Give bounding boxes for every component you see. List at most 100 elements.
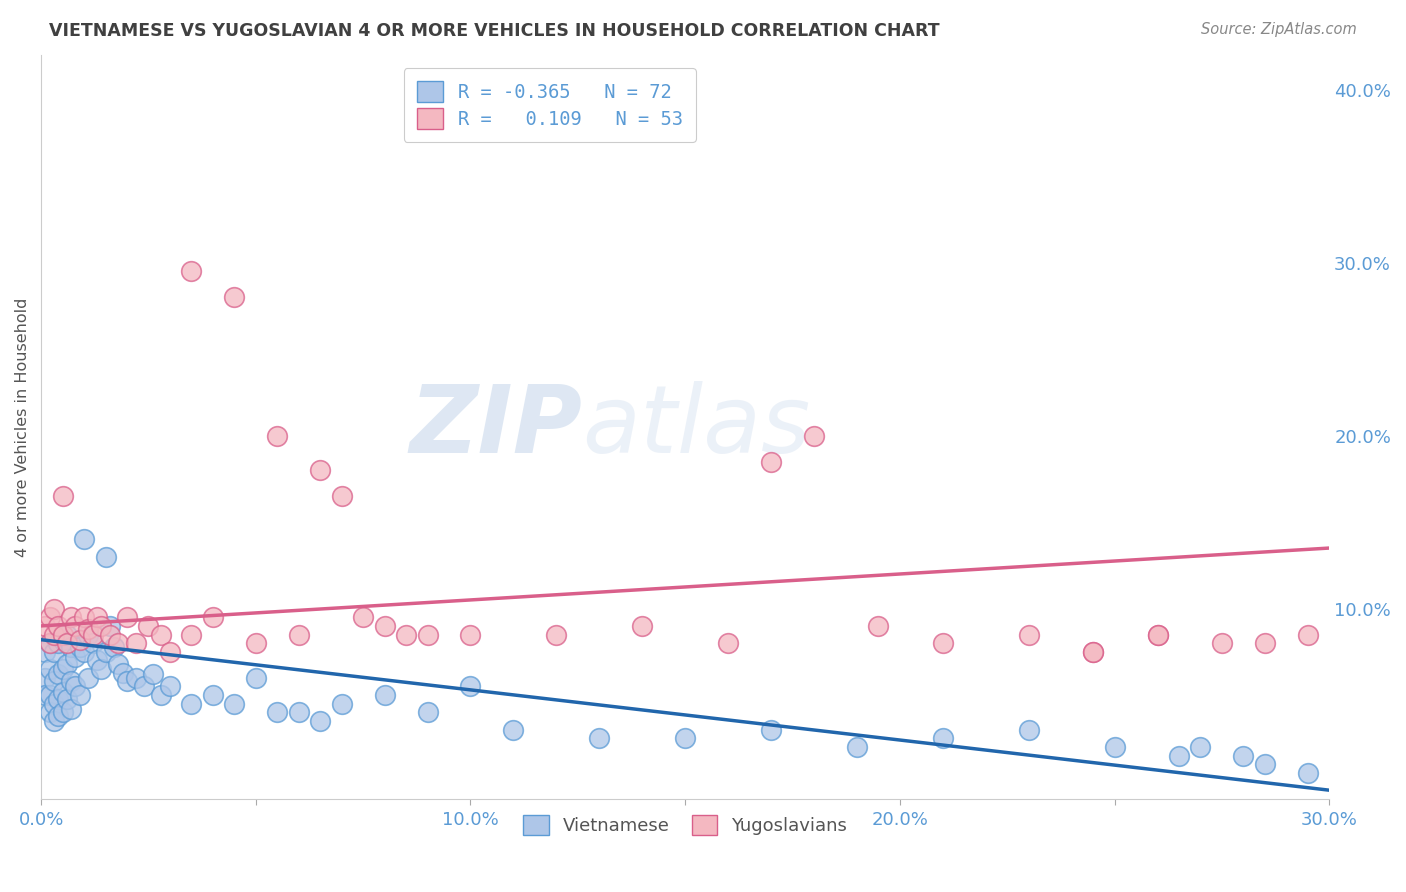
- Point: [1081, 645, 1104, 659]
- Point: [309, 463, 332, 477]
- Point: [159, 680, 181, 694]
- Point: [1146, 627, 1168, 641]
- Point: [52, 684, 75, 698]
- Text: Source: ZipAtlas.com: Source: ZipAtlas.com: [1201, 22, 1357, 37]
- Point: [82, 627, 104, 641]
- Point: [86, 610, 108, 624]
- Point: [52, 632, 75, 647]
- Point: [38, 610, 60, 624]
- Point: [416, 627, 439, 641]
- Point: [1296, 627, 1319, 641]
- Point: [65, 619, 87, 633]
- Point: [330, 697, 353, 711]
- Point: [73, 533, 96, 547]
- Point: [65, 680, 87, 694]
- Point: [673, 731, 696, 746]
- Point: [1168, 748, 1191, 763]
- Point: [416, 706, 439, 720]
- Point: [502, 723, 524, 737]
- Point: [42, 645, 65, 659]
- Point: [52, 662, 75, 676]
- Point: [69, 640, 91, 654]
- Point: [631, 619, 654, 633]
- Point: [266, 706, 288, 720]
- Point: [34, 619, 56, 633]
- Point: [759, 454, 782, 468]
- Point: [150, 627, 173, 641]
- Point: [932, 731, 955, 746]
- Point: [138, 619, 160, 633]
- Point: [42, 714, 65, 728]
- Point: [60, 610, 83, 624]
- Point: [98, 627, 121, 641]
- Point: [107, 636, 129, 650]
- Point: [38, 662, 60, 676]
- Point: [159, 645, 181, 659]
- Point: [352, 610, 374, 624]
- Point: [142, 667, 165, 681]
- Point: [94, 549, 117, 564]
- Point: [245, 636, 267, 650]
- Point: [115, 674, 138, 689]
- Point: [374, 619, 396, 633]
- Text: atlas: atlas: [582, 382, 810, 473]
- Point: [60, 702, 83, 716]
- Point: [588, 731, 610, 746]
- Point: [1211, 636, 1233, 650]
- Point: [150, 688, 173, 702]
- Point: [73, 645, 96, 659]
- Point: [46, 636, 69, 650]
- Point: [38, 688, 60, 702]
- Point: [90, 619, 112, 633]
- Point: [1018, 627, 1040, 641]
- Point: [266, 428, 288, 442]
- Point: [287, 706, 309, 720]
- Point: [56, 657, 79, 671]
- Point: [46, 619, 69, 633]
- Point: [82, 636, 104, 650]
- Point: [134, 680, 156, 694]
- Point: [86, 653, 108, 667]
- Point: [180, 697, 202, 711]
- Point: [460, 680, 482, 694]
- Legend: Vietnamese, Yugoslavians: Vietnamese, Yugoslavians: [512, 804, 858, 846]
- Point: [34, 688, 56, 702]
- Point: [115, 610, 138, 624]
- Point: [717, 636, 740, 650]
- Point: [224, 697, 246, 711]
- Point: [69, 632, 91, 647]
- Point: [107, 657, 129, 671]
- Point: [38, 636, 60, 650]
- Point: [34, 645, 56, 659]
- Point: [932, 636, 955, 650]
- Point: [56, 691, 79, 706]
- Point: [52, 489, 75, 503]
- Point: [77, 627, 100, 641]
- Point: [1254, 757, 1277, 772]
- Point: [1018, 723, 1040, 737]
- Point: [38, 636, 60, 650]
- Point: [460, 627, 482, 641]
- Point: [46, 691, 69, 706]
- Point: [38, 706, 60, 720]
- Point: [546, 627, 568, 641]
- Point: [60, 674, 83, 689]
- Point: [90, 662, 112, 676]
- Point: [1254, 636, 1277, 650]
- Point: [42, 627, 65, 641]
- Point: [52, 627, 75, 641]
- Point: [111, 665, 134, 680]
- Point: [803, 428, 825, 442]
- Point: [94, 645, 117, 659]
- Point: [124, 636, 146, 650]
- Point: [46, 708, 69, 723]
- Point: [180, 627, 202, 641]
- Point: [245, 671, 267, 685]
- Point: [1081, 645, 1104, 659]
- Point: [868, 619, 890, 633]
- Point: [1104, 739, 1126, 754]
- Point: [69, 688, 91, 702]
- Point: [103, 640, 125, 654]
- Point: [224, 290, 246, 304]
- Point: [330, 489, 353, 503]
